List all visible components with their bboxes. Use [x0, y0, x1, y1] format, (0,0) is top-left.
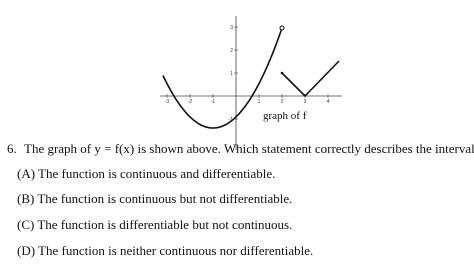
x-tick-label: 4: [327, 99, 330, 105]
parabola: [162, 27, 283, 129]
open-endpoint: [279, 25, 285, 31]
question-number: 6.: [7, 141, 17, 156]
option[interactable]: (B) The function is continuous but not d…: [17, 191, 293, 206]
x-tick-label: 1: [258, 99, 261, 105]
option[interactable]: (A) The function is continuous and diffe…: [17, 166, 276, 181]
closed-endpoint: [280, 71, 284, 75]
y-tick-label: 2: [230, 48, 233, 54]
option[interactable]: (D) The function is neither continuous n…: [17, 243, 314, 258]
y-tick-label: 1: [230, 71, 233, 77]
x-tick-label: -2: [188, 99, 193, 105]
graph-caption: graph of f: [263, 110, 307, 122]
x-tick-label: 3: [304, 99, 307, 105]
x-tick-label: -1: [211, 99, 216, 105]
y-ticks: 3 2 1 -1: [229, 25, 238, 123]
x-tick-label: 2: [281, 99, 284, 105]
y-tick-label: 3: [230, 25, 233, 31]
y-tick-label: -1: [229, 117, 234, 123]
question-text: The graph of y = f(x) is shown above. Wh…: [24, 141, 474, 156]
v-shape: [281, 60, 340, 98]
option[interactable]: (C) The function is differentiable but n…: [17, 217, 293, 232]
x-ticks: -3 -2 -1 1 2 3 4: [165, 94, 330, 105]
x-tick-label: -3: [165, 99, 170, 105]
